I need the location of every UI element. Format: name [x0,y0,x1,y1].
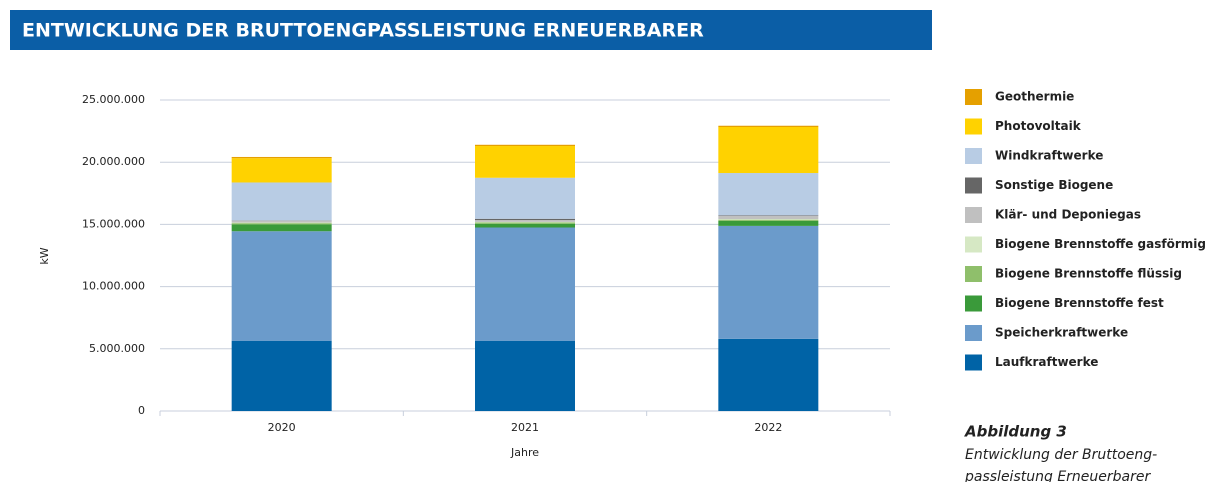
bar-segment [231,182,332,221]
bar-segment [231,156,332,159]
legend-label: Windkraftwerke [995,149,1103,163]
x-tick-label: 2021 [511,421,539,434]
caption-line: passleistung Erneuerbarer [964,469,1151,482]
legend-swatch [965,148,982,164]
legend-swatch [965,207,982,223]
bar-segment [231,158,332,183]
legend-swatch [965,354,982,371]
legend-label: Klär- und Deponiegas [995,208,1141,222]
bar-segment [475,223,575,228]
legend-swatch [965,236,982,253]
y-tick-label: 5.000.000 [89,342,145,355]
bar-segment [475,144,575,147]
bar-segment [718,125,819,127]
legend-label: Biogene Brennstoffe gasförmig [995,237,1206,251]
bar-segment [231,231,332,341]
bar-segment [231,223,332,225]
chart-title: ENTWICKLUNG DER BRUTTOENGPASSLEISTUNG ER… [22,20,704,42]
bar-segment [231,220,332,223]
bar-segment [718,338,819,411]
legend-label: Sonstige Biogene [995,178,1113,192]
bar-segment [718,220,819,226]
bar-segment [475,221,575,223]
bar-segment [231,340,332,411]
y-tick-label: 15.000.000 [82,217,145,230]
legend-label: Biogene Brennstoffe fest [995,296,1164,310]
bar-segment [475,177,575,219]
legend-swatch [965,266,982,282]
y-tick-label: 10.000.000 [82,280,145,293]
bar-segment [475,218,575,221]
legend-swatch [965,295,982,312]
bar-segment [475,222,575,224]
bar-segment [231,222,332,224]
legend-swatch [965,118,982,135]
y-axis-label: kW [38,247,51,264]
bar-segment [475,220,575,222]
legend-label: Speicherkraftwerke [995,326,1128,340]
title-banner [10,10,932,50]
legend-label: Photovoltaik [995,119,1082,133]
legend-label: Biogene Brennstoffe flüssig [995,267,1182,281]
bar-segment [475,227,575,341]
x-tick-label: 2022 [754,421,782,434]
legend-label: Laufkraftwerke [995,355,1098,369]
y-tick-label: 20.000.000 [82,155,145,168]
y-tick-label: 25.000.000 [82,93,145,106]
bar-segment [475,146,575,178]
bar-segment [475,340,575,411]
x-axis-label: Jahre [510,446,539,459]
bar-segment [718,215,819,216]
y-tick-label: 0 [138,404,145,417]
caption-heading: Abbildung 3 [964,423,1067,441]
legend-swatch [965,89,982,105]
bar-segment [718,126,819,174]
bar-segment [718,219,819,220]
caption-line: Entwicklung der Bruttoeng- [965,447,1157,463]
legend-label: Geothermie [995,90,1074,104]
bar-segment [718,219,819,221]
legend-swatch [965,325,982,341]
legend-swatch [965,177,982,194]
bar-segment [718,173,819,216]
x-tick-label: 2020 [268,421,296,434]
bar-segment [718,215,819,220]
bar-segment [718,225,819,339]
bar-segment [231,224,332,232]
